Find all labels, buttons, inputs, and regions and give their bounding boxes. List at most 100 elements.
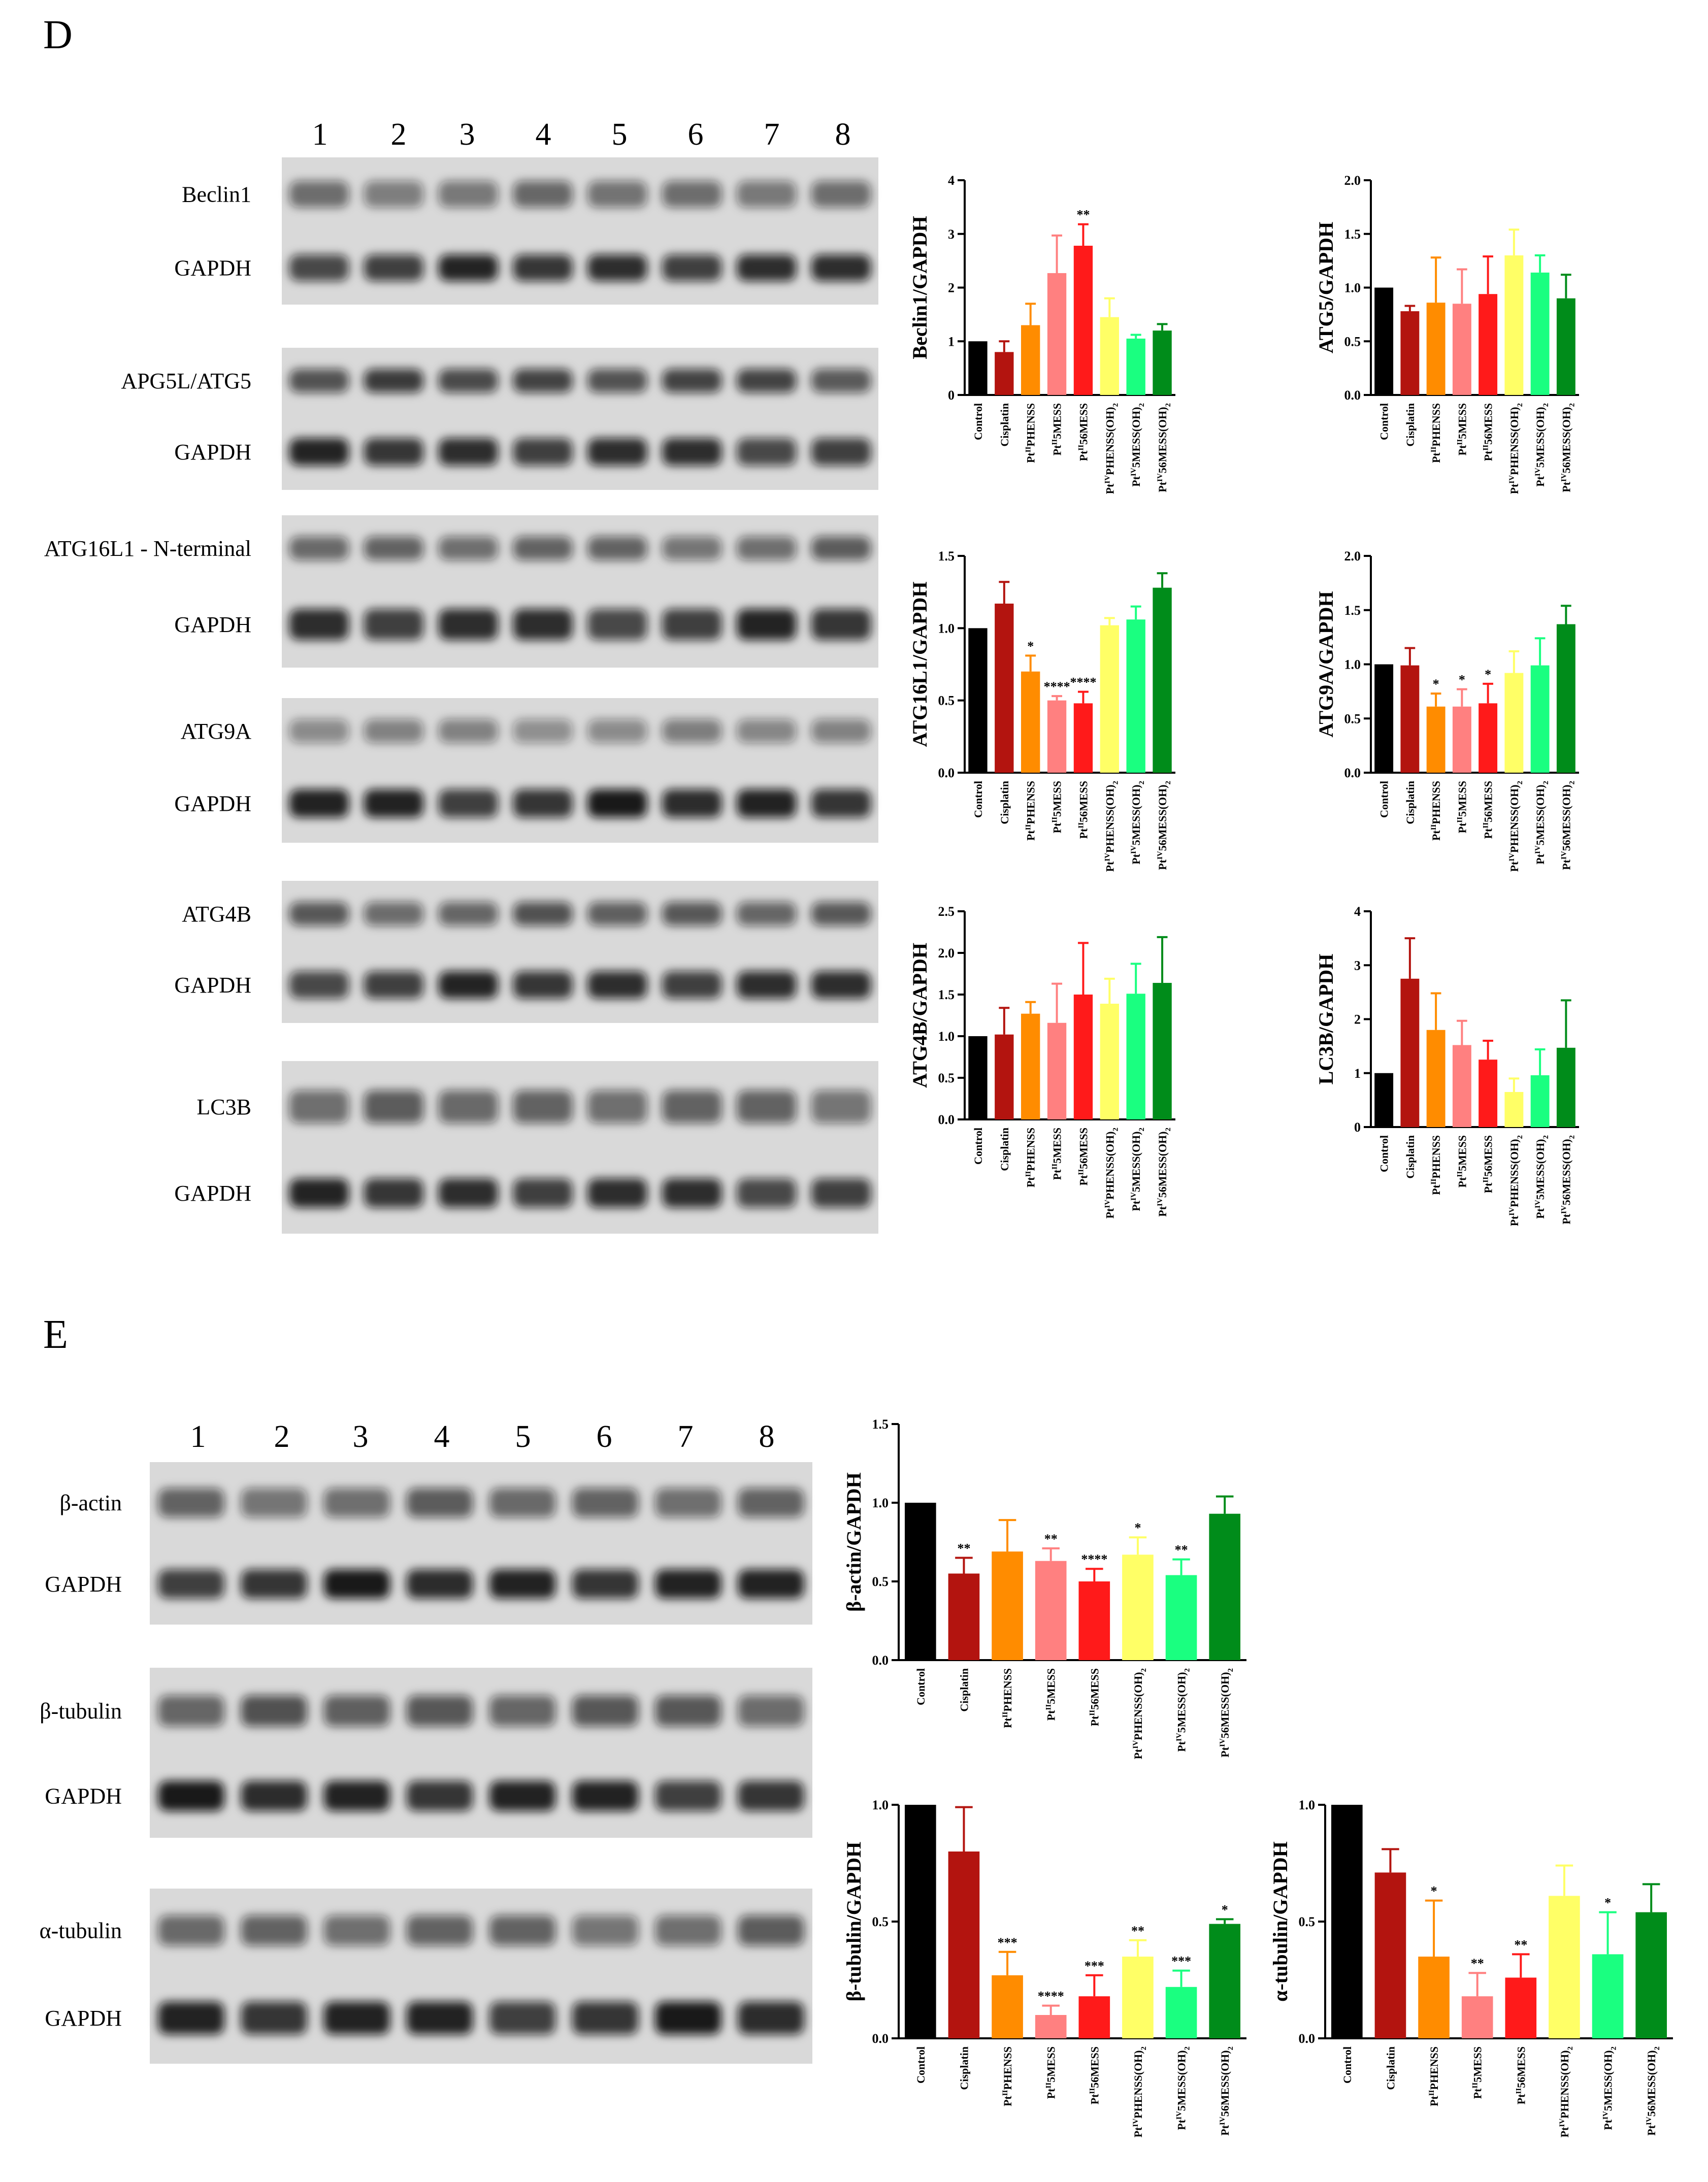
blot-label: GAPDH	[174, 791, 251, 816]
protein-band	[289, 902, 349, 926]
bar	[1100, 317, 1119, 395]
significance-marker: **	[1131, 1924, 1144, 1938]
lane-number: 1	[190, 1419, 206, 1454]
category-label: PtIIPHENSS	[1025, 781, 1037, 841]
blot-label: APG5L/ATG5	[121, 369, 251, 393]
category-label: Cisplatin	[998, 781, 1011, 824]
category-label: PtII5MESS	[1456, 1135, 1468, 1187]
protein-band	[587, 536, 647, 560]
protein-band	[738, 1915, 804, 1946]
blot-bands	[158, 1915, 804, 1946]
protein-band	[323, 1695, 390, 1727]
y-axis-label: β-tubulin/GAPDH	[842, 1842, 865, 2001]
category-label: PtIVPHENSS(OH)2	[1508, 781, 1524, 872]
y-tick-label: 0.0	[938, 1112, 955, 1127]
category-label: PtIV5MESS(OH)2	[1602, 2046, 1618, 2130]
protein-band	[655, 1569, 721, 1599]
protein-band	[289, 181, 349, 208]
blot-bands	[289, 369, 871, 393]
y-tick-label: 1	[948, 334, 955, 349]
category-label: PtIV5MESS(OH)2	[1175, 1668, 1192, 1752]
protein-band	[364, 971, 424, 999]
bar	[1021, 671, 1040, 773]
category-label: Cisplatin	[958, 2046, 970, 2090]
protein-band	[289, 719, 349, 743]
protein-band	[323, 1780, 390, 1811]
protein-band	[738, 1569, 804, 1599]
y-tick-label: 0.5	[1344, 334, 1361, 349]
protein-band	[572, 2001, 639, 2035]
protein-band	[662, 369, 722, 393]
lane-number: 2	[274, 1419, 290, 1454]
bar	[1479, 294, 1498, 395]
lane-number: 8	[759, 1419, 775, 1454]
protein-band	[406, 1915, 473, 1946]
category-label: PtIV5MESS(OH)2	[1534, 1135, 1550, 1219]
category-label: Cisplatin	[1384, 2046, 1397, 2090]
bar	[995, 1034, 1014, 1119]
protein-band	[513, 254, 573, 281]
protein-band	[736, 181, 797, 208]
lane-numbers-e: 1 2 3 4 5 6 7 8	[190, 1419, 775, 1454]
category-label: Cisplatin	[1404, 1135, 1417, 1179]
y-axis-label: LC3B/GAPDH	[1315, 954, 1337, 1085]
y-tick-label: 2	[948, 281, 955, 295]
blot-bands	[289, 1178, 871, 1208]
blot-bands	[289, 438, 871, 466]
category-label: Cisplatin	[1404, 781, 1417, 824]
category-label: PtIVPHENSS(OH)2	[1103, 1128, 1120, 1218]
category-label: Control	[914, 2046, 927, 2084]
blot-label: LC3B	[196, 1095, 251, 1119]
protein-band	[736, 438, 797, 466]
y-tick-label: 0.0	[1299, 2031, 1316, 2046]
category-label: PtII5MESS	[1456, 403, 1468, 455]
protein-band	[323, 2001, 390, 2035]
protein-band	[655, 2001, 721, 2035]
protein-band	[513, 369, 573, 393]
bar	[1047, 273, 1067, 395]
lane-number: 4	[434, 1419, 450, 1454]
protein-band	[513, 971, 573, 999]
protein-band	[289, 971, 349, 999]
protein-band	[323, 1488, 390, 1517]
category-label: Control	[1341, 2046, 1354, 2084]
category-label: Control	[1378, 403, 1391, 440]
blot-bands	[289, 902, 871, 926]
western-blots-d: Beclin1 GAPDH APG5L/ATG5 GAPDH ATG16L1 - N-t…	[44, 157, 878, 1234]
y-tick-label: 2.0	[1344, 549, 1361, 564]
protein-band	[438, 181, 498, 208]
bar	[1153, 330, 1172, 395]
protein-band	[811, 369, 871, 393]
lane-number: 3	[353, 1419, 369, 1454]
bar	[1452, 304, 1471, 395]
blot-label: GAPDH	[174, 973, 251, 998]
category-label: PtII56MESS	[1482, 781, 1495, 839]
bar	[904, 1503, 936, 1660]
protein-band	[811, 609, 871, 640]
bar	[1021, 325, 1040, 395]
protein-band	[662, 902, 722, 926]
bar	[1126, 994, 1145, 1119]
category-label: PtIV56MESS(OH)2	[1156, 781, 1172, 870]
blot-label: ATG16L1 - N-terminal	[44, 536, 251, 561]
protein-band	[438, 254, 498, 281]
bar	[1556, 1047, 1575, 1127]
significance-marker: ****	[1070, 675, 1096, 690]
protein-band	[158, 1780, 224, 1811]
protein-band	[438, 609, 498, 640]
protein-band	[323, 1915, 390, 1946]
bar	[1047, 1022, 1067, 1119]
bar	[1556, 624, 1575, 773]
y-tick-label: 2.0	[938, 946, 955, 961]
blot-bands	[289, 536, 871, 560]
category-label: PtIV56MESS(OH)2	[1156, 403, 1172, 492]
category-label: PtIV5MESS(OH)2	[1130, 1128, 1146, 1211]
category-label: PtII56MESS	[1482, 403, 1495, 461]
blot-label: GAPDH	[174, 256, 251, 281]
protein-band	[489, 1488, 556, 1517]
category-label: PtIV5MESS(OH)2	[1130, 403, 1146, 487]
protein-band	[736, 536, 797, 560]
bar	[995, 603, 1014, 773]
blot-strip: GAPDH	[45, 1754, 812, 1838]
protein-band	[738, 1488, 804, 1517]
